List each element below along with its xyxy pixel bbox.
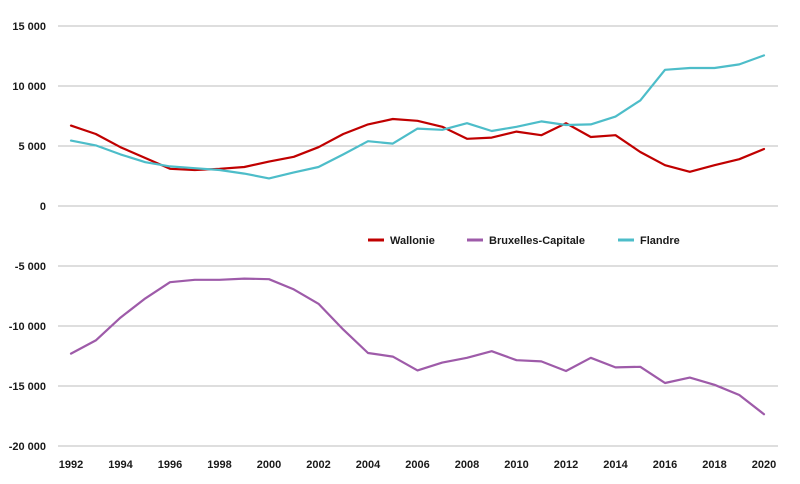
legend-label: Flandre: [640, 235, 680, 247]
x-tick-label: 2004: [356, 459, 381, 471]
y-tick-label: 15 000: [12, 21, 46, 33]
x-tick-label: 2020: [752, 459, 776, 471]
x-tick-label: 2008: [455, 459, 479, 471]
y-tick-label: 10 000: [12, 81, 46, 93]
y-axis-tick-labels: 15 000 10 000 5 000 0 -5 000 -10 000 -15 000 -2…: [9, 21, 46, 453]
x-tick-label: 2012: [554, 459, 578, 471]
x-tick-label: 2016: [653, 459, 677, 471]
series-line-wallonie: [69, 117, 766, 173]
x-tick-label: 2010: [504, 459, 528, 471]
legend: Wallonie Bruxelles-Capitale Flandre: [368, 235, 680, 247]
series-line-bruxelles-capitale: [69, 277, 766, 416]
legend-label: Wallonie: [390, 235, 435, 247]
x-tick-label: 2006: [405, 459, 429, 471]
y-tick-label: -5 000: [15, 261, 46, 273]
x-tick-label: 1998: [207, 459, 231, 471]
gridlines: [58, 25, 778, 447]
legend-label: Bruxelles-Capitale: [489, 235, 585, 247]
y-tick-label: -10 000: [9, 321, 46, 333]
x-tick-label: 2014: [603, 459, 628, 471]
y-tick-label: 0: [40, 201, 46, 213]
x-tick-label: 2002: [306, 459, 330, 471]
x-tick-label: 1994: [108, 459, 133, 471]
x-tick-label: 2000: [257, 459, 281, 471]
series-line-flandre: [69, 54, 766, 180]
x-tick-label: 1992: [59, 459, 83, 471]
y-tick-label: 5 000: [18, 141, 46, 153]
y-tick-label: -20 000: [9, 441, 46, 453]
y-tick-label: -15 000: [9, 381, 46, 393]
series-lines: [69, 54, 766, 416]
x-tick-label: 2018: [702, 459, 726, 471]
x-tick-label: 1996: [158, 459, 182, 471]
x-axis-tick-labels: 1992 1994 1996 1998 2000 2002 2004 2006 2008 2010…: [59, 459, 776, 471]
